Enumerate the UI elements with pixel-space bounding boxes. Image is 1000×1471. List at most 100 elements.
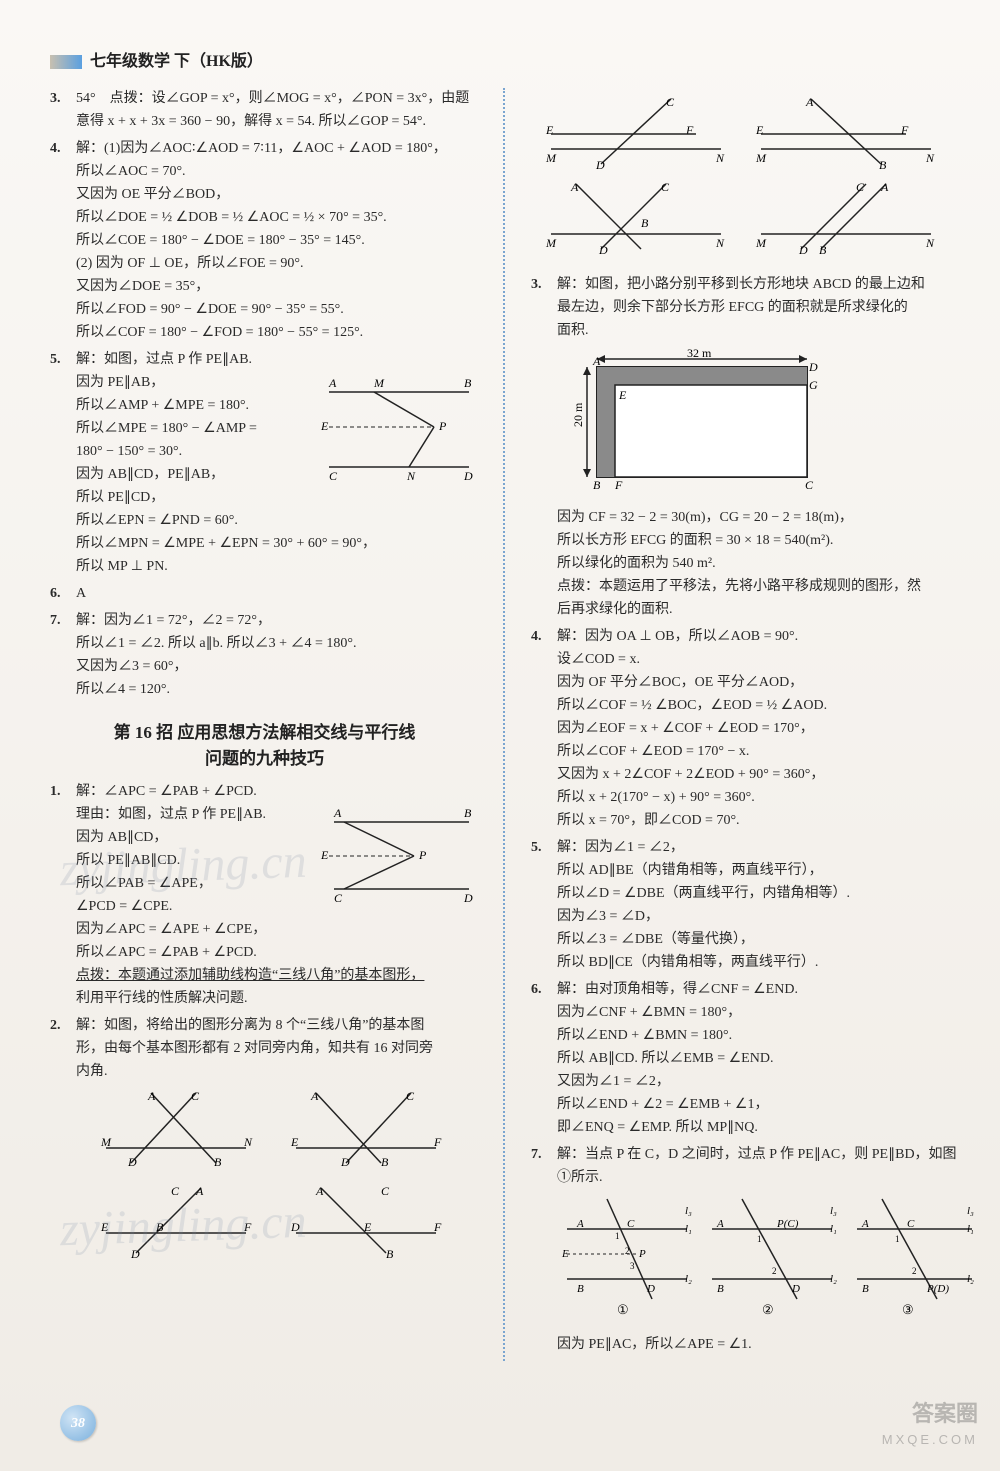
svg-text:l₂: l₂: [830, 1273, 837, 1285]
corner-logo: 答案圈 MXQE.COM: [882, 1397, 978, 1450]
svg-text:D: D: [340, 1155, 350, 1169]
svg-text:l₃: l₃: [967, 1205, 974, 1217]
svg-text:②: ②: [762, 1302, 774, 1317]
text: 所以∠FOD = 90° − ∠DOE = 90° − 35° = 55°.: [76, 299, 479, 320]
problem-number: 4.: [531, 626, 557, 833]
figure-p5: A M B E P C N D: [319, 372, 479, 489]
svg-text:B: B: [593, 478, 601, 492]
page-number-badge: 38: [60, 1405, 96, 1441]
label: M: [373, 376, 385, 390]
left-column: 3. 54° 点拨：设∠GOP = x°，则∠MOG = x°，∠PON = 3…: [50, 88, 479, 1361]
text: 解：因为∠1 = 72°，∠2 = 72°，: [76, 610, 479, 631]
svg-text:l₂: l₂: [685, 1273, 692, 1285]
svg-text:A: A: [576, 1218, 584, 1230]
svg-text:D: D: [595, 158, 605, 172]
text: 解：因为 OA ⊥ OB，所以∠AOB = 90°.: [557, 626, 960, 647]
svg-text:E: E: [618, 388, 627, 402]
text: (2) 因为 OF ⊥ OE，所以∠FOE = 90°.: [76, 253, 479, 274]
text: 解：∠APC = ∠PAB + ∠PCD.: [76, 781, 479, 802]
r-problem-6: 6. 解：由对顶角相等，得∠CNF = ∠END. 因为∠CNF + ∠BMN …: [531, 979, 960, 1140]
svg-text:l₃: l₃: [685, 1205, 692, 1217]
text: 所以 x = 70°，即∠COD = 70°.: [557, 810, 960, 831]
svg-text:C: C: [381, 1184, 390, 1198]
text: 所以∠APC = ∠PAB + ∠PCD.: [76, 942, 479, 963]
text: 所以∠COE = 180° − ∠DOE = 180° − 35° = 145°…: [76, 230, 479, 251]
text: 后再求绿化的面积.: [557, 599, 960, 620]
svg-text:1: 1: [895, 1234, 900, 1244]
svg-text:E: E: [561, 1248, 569, 1260]
svg-text:E: E: [100, 1220, 109, 1234]
problem-number: 7.: [531, 1144, 557, 1357]
svg-text:M: M: [755, 151, 767, 165]
svg-text:2: 2: [625, 1246, 630, 1256]
svg-text:F: F: [433, 1220, 442, 1234]
r-problem-3: 3. 解：如图，把小路分别平移到长方形地块 ABCD 的最上边和 最左边，则余下…: [531, 274, 960, 622]
label: P: [438, 419, 447, 433]
text: 解：如图，将给出的图形分离为 8 个“三线八角”的基本图: [76, 1015, 479, 1036]
svg-text:2: 2: [772, 1266, 777, 1276]
svg-text:N: N: [715, 151, 725, 165]
r-problem-7: 7. 解：当点 P 在 C，D 之间时，过点 P 作 PE∥AC，则 PE∥BD…: [531, 1144, 960, 1357]
svg-text:E: E: [290, 1135, 299, 1149]
problem-number: 1.: [50, 781, 76, 1011]
svg-text:P(D): P(D): [926, 1283, 949, 1295]
svg-text:F: F: [433, 1135, 442, 1149]
text: 54° 点拨：设∠GOP = x°，则∠MOG = x°，∠PON = 3x°，…: [76, 88, 479, 109]
svg-text:M: M: [545, 236, 557, 250]
label: B: [464, 376, 472, 390]
text: 所以 AD∥BE（内错角相等，两直线平行），: [557, 860, 960, 881]
text: 利用平行线的性质解决问题.: [76, 988, 479, 1009]
text: 所以∠1 = ∠2. 所以 a∥b. 所以∠3 + ∠4 = 180°.: [76, 633, 479, 654]
svg-text:F: F: [685, 123, 694, 137]
label: N: [406, 469, 416, 482]
label: C: [334, 891, 343, 904]
label: P: [418, 848, 427, 862]
svg-text:C: C: [171, 1184, 180, 1198]
figure-s1: A B E P C D: [319, 804, 479, 911]
text: 所以 x + 2(170° − x) + 90° = 360°.: [557, 787, 960, 808]
svg-text:F: F: [900, 123, 909, 137]
svg-text:B: B: [156, 1220, 164, 1234]
problem-4: 4. 解：(1)因为∠AOC∶∠AOD = 7∶11，∠AOC + ∠AOD =…: [50, 138, 479, 345]
text: 所以∠END + ∠2 = ∠EMB + ∠1，: [557, 1094, 960, 1115]
text: 所以∠COF = ½ ∠BOC，∠EOD = ½ ∠AOD.: [557, 695, 960, 716]
svg-text:B: B: [819, 243, 827, 257]
text: 最左边，则余下部分长方形 EFCG 的面积就是所求绿化的: [557, 297, 960, 318]
text: 所以∠EPN = ∠PND = 60°.: [76, 510, 479, 531]
text: 解：因为∠1 = ∠2，: [557, 837, 960, 858]
text: 所以∠COF = 180° − ∠FOD = 180° − 55° = 125°…: [76, 322, 479, 343]
text: 因为∠APC = ∠APE + ∠CPE，: [76, 919, 479, 940]
text: ①所示.: [557, 1167, 977, 1188]
svg-text:C: C: [406, 1089, 415, 1103]
problem-6: 6. A: [50, 583, 479, 606]
svg-text:D: D: [127, 1155, 137, 1169]
svg-text:32 m: 32 m: [687, 347, 712, 360]
text: 解：如图，把小路分别平移到长方形地块 ABCD 的最上边和: [557, 274, 960, 295]
svg-text:l₁: l₁: [685, 1223, 692, 1235]
header: 七年级数学 下（HK版）: [50, 50, 960, 74]
svg-text:A: A: [310, 1089, 319, 1103]
problem-number: 6.: [50, 583, 76, 606]
page-title: 七年级数学 下（HK版）: [90, 50, 263, 74]
text: A: [76, 583, 479, 604]
text: 因为 OF 平分∠BOC，OE 平分∠AOD，: [557, 672, 960, 693]
figure-r3: 32 m 20 m A D G E B F C: [557, 347, 960, 497]
text: 因为∠EOF = x + ∠COF + ∠EOD = 170°，: [557, 718, 960, 739]
svg-text:C: C: [856, 180, 865, 194]
svg-text:D: D: [808, 360, 818, 374]
svg-text:l₂: l₂: [967, 1273, 974, 1285]
svg-text:P(C): P(C): [776, 1218, 799, 1230]
svg-text:B: B: [214, 1155, 222, 1169]
svg-text:A: A: [716, 1218, 724, 1230]
problem-5: 5. 解：如图，过点 P 作 PE∥AB. A M B: [50, 349, 479, 579]
text: 又因为∠3 = 60°，: [76, 656, 479, 677]
svg-text:B: B: [717, 1283, 724, 1295]
svg-text:D: D: [130, 1247, 140, 1261]
text: 所以 AB∥CD. 所以∠EMB = ∠END.: [557, 1048, 960, 1069]
svg-text:N: N: [925, 236, 935, 250]
svg-text:G: G: [809, 378, 818, 392]
svg-text:F: F: [614, 478, 623, 492]
section-line: 第 16 招 应用思想方法解相交线与平行线: [50, 720, 479, 746]
text: 所以∠3 = ∠DBE（等量代换），: [557, 929, 960, 950]
corner-big: 答案圈: [882, 1397, 978, 1430]
